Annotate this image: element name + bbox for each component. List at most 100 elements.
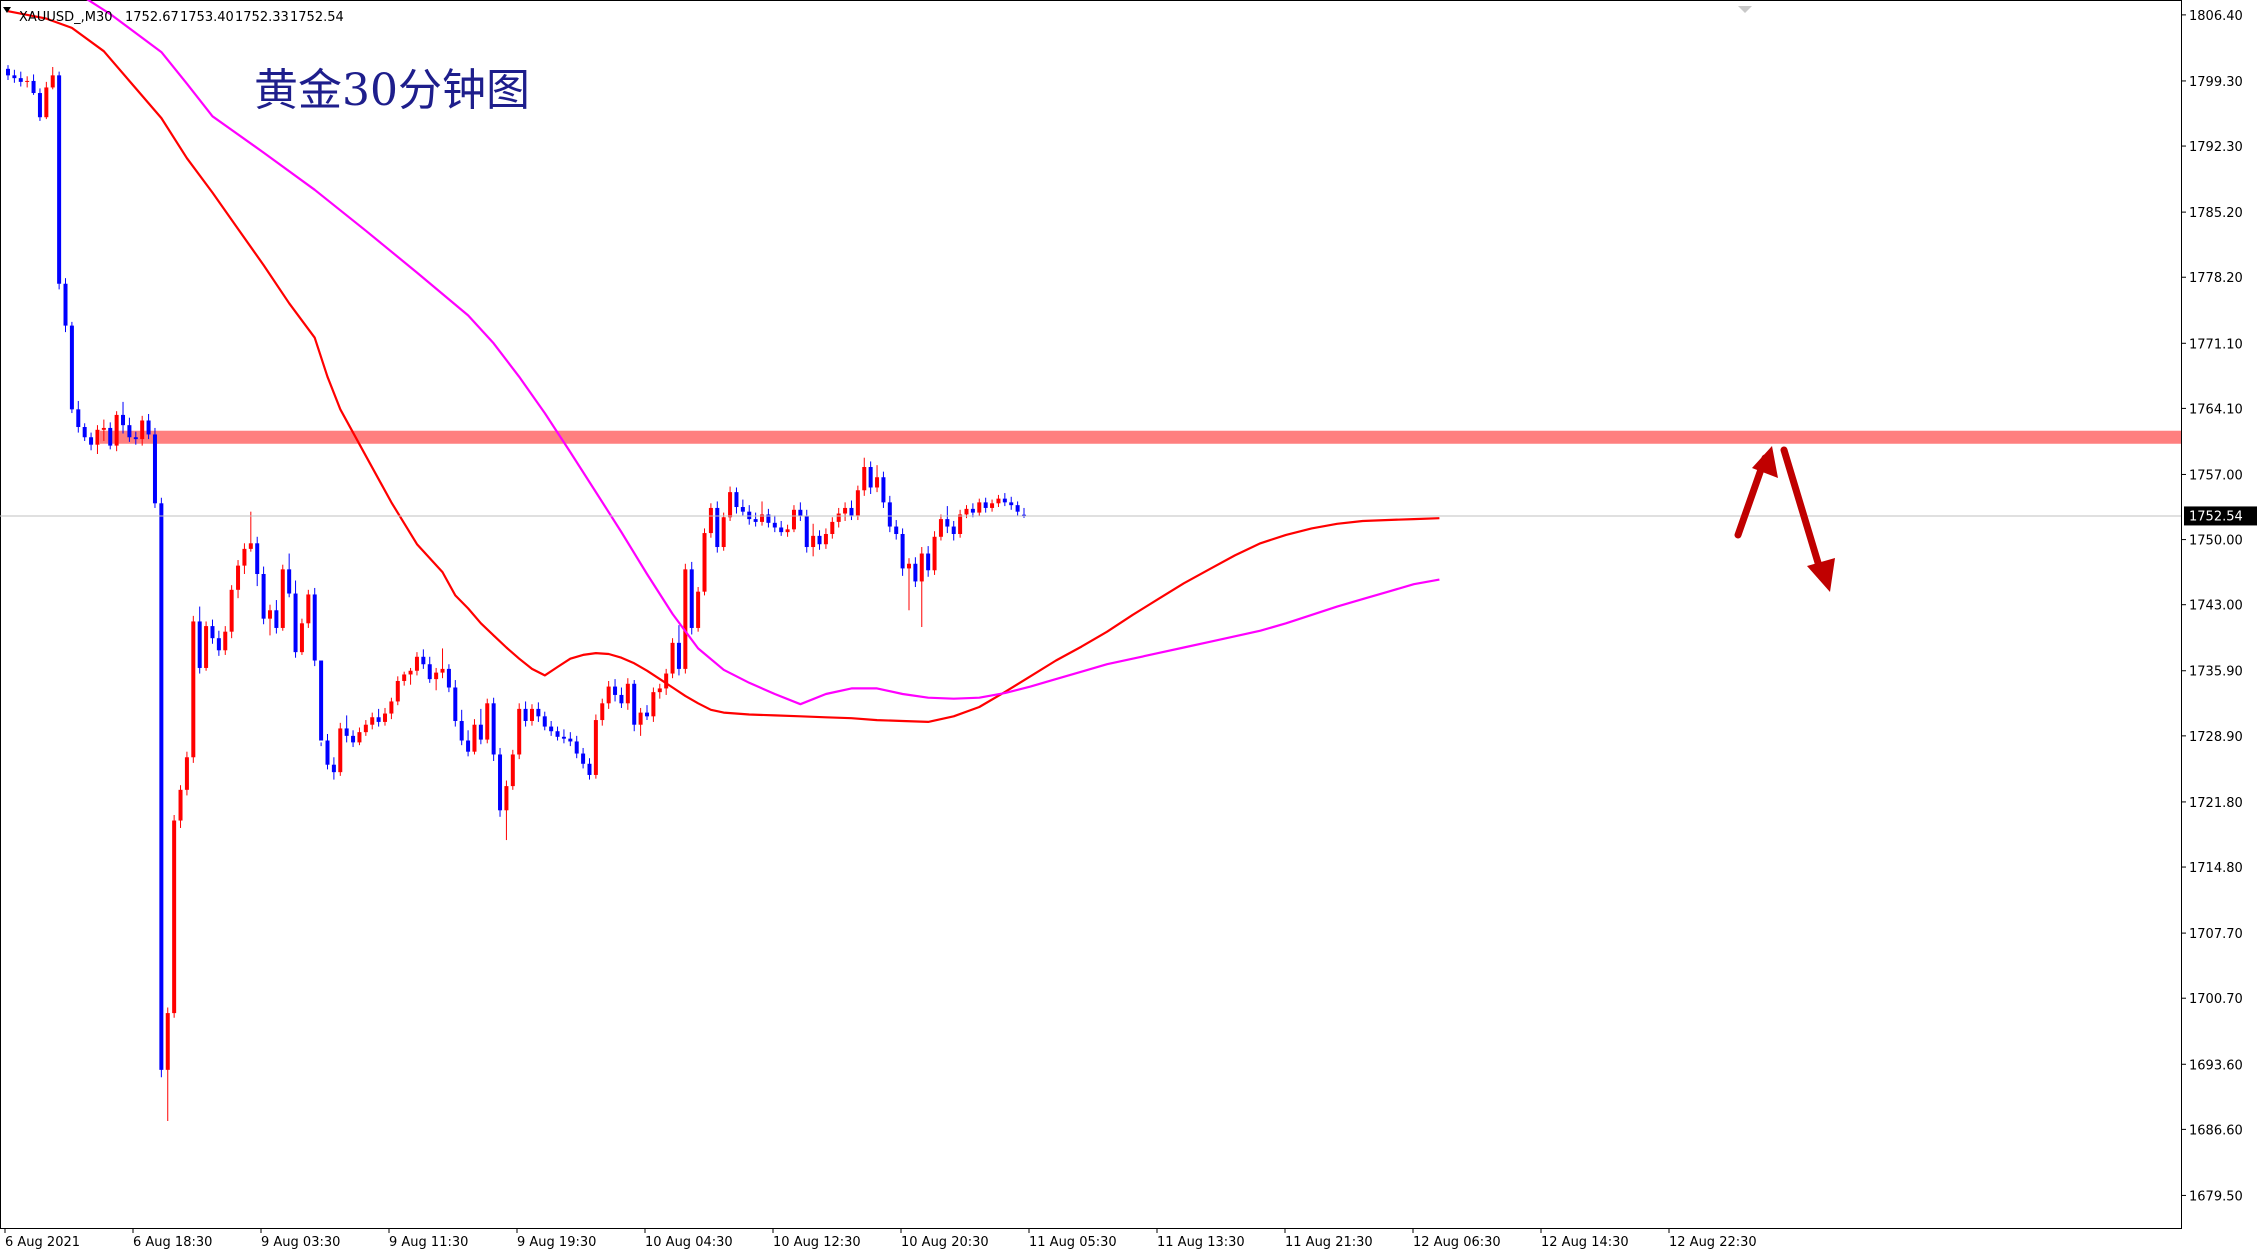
x-tick-label: 12 Aug 14:30 [1541,1235,1629,1249]
candle-body [133,437,138,440]
candle-body [210,626,215,639]
candle-body [760,514,765,522]
candle-body [478,724,483,740]
candle [267,604,272,636]
y-tick-label: 1743.00 [2189,599,2243,614]
candle-body [740,507,745,512]
candle [229,585,234,639]
candle [600,698,605,726]
candle [370,712,375,730]
candle-body [1009,502,1014,506]
candle-body [485,703,490,740]
candle-body [357,732,362,743]
candle-body [50,75,55,88]
x-tick-label: 6 Aug 2021 [5,1235,80,1249]
candle [453,680,458,727]
candle-body [689,569,694,628]
candle [958,509,963,538]
candle [894,520,899,540]
candle [568,732,573,747]
candle-body [459,720,464,741]
candle-body [606,686,611,704]
candle [849,500,854,521]
candle-body [721,517,726,548]
candle [613,679,618,702]
candle [184,751,189,796]
candle-body [229,589,234,632]
candle [875,465,880,493]
candle-body [593,720,598,775]
candle-body [587,763,592,775]
x-tick-label: 11 Aug 21:30 [1285,1235,1373,1249]
candle-body [191,621,196,758]
candle [990,499,995,512]
candle [421,649,426,669]
candle-body [421,656,426,665]
candle-body [625,683,630,704]
candle-body [843,507,848,514]
ohlc-open: 1752.67 [125,10,179,25]
candle [721,512,726,551]
candle-body [613,686,618,695]
candle-body [568,738,573,742]
candle [357,727,362,746]
ohlc-low: 1752.33 [235,10,289,25]
candle [708,503,713,538]
candle [638,707,643,736]
candle [1002,493,1007,507]
candle-body [894,526,899,534]
candle [280,564,285,631]
candle-body [69,325,74,410]
candle-body [491,703,496,755]
candle [69,321,74,414]
candle [887,495,892,533]
candle-body [849,507,854,516]
candle [689,561,694,635]
candle-body [351,735,356,743]
candle [817,530,822,550]
candle [114,411,119,452]
candle [625,678,630,710]
candle [702,528,707,596]
candle-body [664,673,669,689]
candle [900,528,905,576]
y-tick-label: 1714.80 [2189,861,2243,876]
candle [683,563,688,674]
candle [127,417,132,442]
candle-body [472,724,477,752]
candle [945,506,950,534]
y-tick-label: 1721.80 [2189,796,2243,811]
candle [938,514,943,541]
candle [696,587,701,632]
candle [977,498,982,517]
candle-body [204,626,209,668]
candle-body [970,508,975,513]
candle [836,507,841,528]
scroll-marker-icon[interactable] [1738,6,1752,13]
candle-body [159,503,164,1070]
candle-body [63,283,68,326]
candle-body [855,490,860,516]
candle [606,680,611,709]
candle-body [44,87,49,118]
candle [536,702,541,722]
candle [165,1007,170,1122]
candle [152,427,157,508]
candle-body [561,736,566,739]
candle-body [811,535,816,548]
candle-body [900,533,905,569]
candle [517,703,522,760]
candle-body [446,668,451,688]
symbol-dropdown-icon[interactable] [3,7,11,13]
candle-body [18,78,23,82]
candle [6,65,10,81]
symbol-name: XAUUSD_,M30 [19,10,112,25]
candle-body [549,726,554,732]
y-tick-label: 1757.00 [2189,468,2243,483]
candle [485,698,490,744]
x-tick-label: 12 Aug 06:30 [1413,1235,1501,1249]
candle [855,485,860,521]
candle-body [977,502,982,513]
